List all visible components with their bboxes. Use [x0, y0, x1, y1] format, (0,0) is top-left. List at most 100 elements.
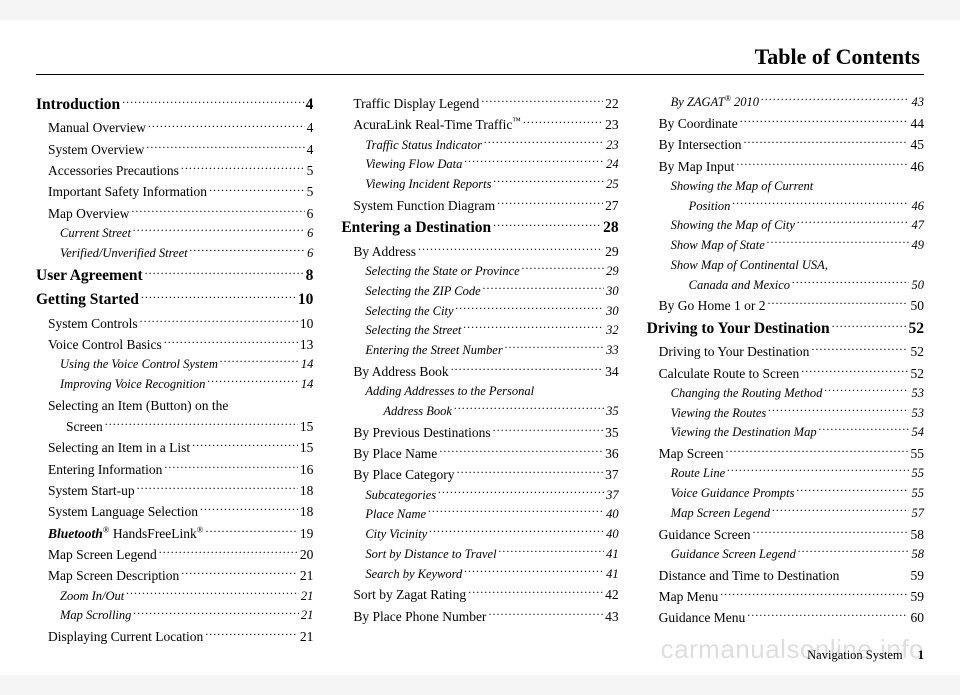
toc-entry: Route Line55 — [647, 464, 924, 484]
toc-entry: By Address29 — [341, 241, 618, 262]
toc-entry: System Function Diagram27 — [341, 195, 618, 216]
toc-entry: By Map Input 46 — [647, 156, 924, 177]
toc-label: Entering a Destination — [341, 216, 491, 240]
toc-leader — [159, 546, 298, 560]
toc-label: Sort by Distance to Travel — [365, 545, 496, 565]
toc-leader — [105, 418, 298, 432]
toc-page: 57 — [911, 504, 924, 524]
toc-entry: Map Screen55 — [647, 443, 924, 464]
toc-label: Canada and Mexico — [689, 276, 790, 296]
toc-leader — [418, 242, 603, 256]
toc-leader — [428, 506, 604, 519]
toc-entry: Position46 — [647, 197, 924, 217]
toc-leader — [140, 314, 298, 328]
toc-label: Introduction — [36, 93, 120, 117]
toc-label: Calculate Route to Screen — [659, 363, 800, 384]
toc-page: 53 — [911, 384, 924, 404]
toc-page: 35 — [605, 422, 619, 443]
toc-page: 8 — [306, 264, 314, 288]
toc-page: 6 — [307, 224, 313, 244]
footer: Navigation System 1 — [807, 648, 924, 663]
toc-entry: Show Map of Continental USA, — [647, 256, 924, 276]
toc-label: Guidance Menu — [659, 607, 746, 628]
toc-page: 6 — [307, 244, 313, 264]
toc-page: 10 — [298, 288, 314, 312]
toc-entry: Calculate Route to Screen52 — [647, 363, 924, 384]
toc-label: System Controls — [48, 313, 138, 334]
toc-leader — [720, 588, 908, 602]
toc-leader — [811, 343, 908, 357]
toc-label: By ZAGAT® 2010 — [671, 93, 759, 113]
toc-leader — [145, 266, 304, 280]
toc-label: Sort by Zagat Rating — [353, 584, 466, 605]
toc-entry: Entering a Destination28 — [341, 216, 618, 240]
toc-entry: Important Safety Information5 — [36, 181, 313, 202]
toc-leader — [493, 176, 604, 189]
toc-leader — [484, 136, 604, 149]
toc-page: 50 — [910, 295, 924, 316]
toc-page: 14 — [301, 355, 314, 375]
toc-page: 25 — [606, 175, 619, 195]
toc-label: Selecting an Item (Button) on the — [48, 395, 228, 416]
toc-page: 30 — [606, 302, 619, 322]
toc-label: By Go Home 1 or 2 — [659, 295, 766, 316]
toc-entry: Using the Voice Control System14 — [36, 355, 313, 375]
toc-page: 36 — [605, 443, 619, 464]
toc-label: Map Scrolling — [60, 606, 131, 626]
toc-page: 40 — [606, 505, 619, 525]
toc-entry: Selecting an Item in a List15 — [36, 437, 313, 458]
toc-page: 33 — [606, 341, 619, 361]
toc-entry: Current Street6 — [36, 224, 313, 244]
toc-label: By Address — [353, 241, 416, 262]
toc-page: 21 — [301, 606, 314, 626]
toc-entry: System Start-up18 — [36, 480, 313, 501]
toc-page: 55 — [910, 443, 924, 464]
toc-entry: Voice Guidance Prompts55 — [647, 484, 924, 504]
toc-leader — [141, 291, 296, 305]
toc-entry: Zoom In/Out21 — [36, 587, 313, 607]
toc-page: 22 — [605, 93, 619, 114]
toc-label: By Place Phone Number — [353, 606, 486, 627]
toc-page: 49 — [911, 236, 924, 256]
toc-label: Map Menu — [659, 586, 719, 607]
toc-page: 23 — [606, 136, 619, 156]
toc-entry: Selecting an Item (Button) on the — [36, 395, 313, 416]
toc-page: 20 — [300, 544, 314, 565]
toc-entry: Entering Information16 — [36, 459, 313, 480]
toc-page: 30 — [606, 282, 619, 302]
toc-label: Distance and Time to Destination — [659, 565, 840, 586]
toc-leader — [732, 197, 909, 210]
toc-leader — [207, 376, 298, 389]
toc-leader — [137, 482, 298, 496]
toc-columns: Introduction4Manual Overview4System Over… — [36, 93, 924, 648]
toc-label: By Map Input — [659, 156, 735, 177]
toc-entry: Show Map of State49 — [647, 236, 924, 256]
toc-leader — [522, 263, 604, 276]
toc-entry: Guidance Menu60 — [647, 607, 924, 628]
toc-label: Traffic Status Indicator — [365, 136, 482, 156]
toc-label: Entering the Street Number — [365, 341, 502, 361]
toc-page: 46 — [910, 156, 924, 177]
toc-entry: By Address Book34 — [341, 361, 618, 382]
toc-leader — [747, 609, 908, 623]
toc-entry: Verified/Unverified Street6 — [36, 244, 313, 264]
toc-entry: Map Screen Legend 20 — [36, 544, 313, 565]
toc-label: System Start-up — [48, 480, 135, 501]
toc-entry: Sort by Zagat Rating42 — [341, 584, 618, 605]
toc-entry: System Language Selection18 — [36, 501, 313, 522]
toc-label: Map Overview — [48, 203, 129, 224]
toc-page: 18 — [300, 501, 314, 522]
toc-leader — [190, 244, 305, 257]
toc-entry: Getting Started10 — [36, 288, 313, 312]
toc-leader — [736, 157, 908, 171]
toc-page: 40 — [606, 525, 619, 545]
toc-page: 37 — [605, 464, 619, 485]
toc-label: By Previous Destinations — [353, 422, 490, 443]
toc-label: Map Screen Legend — [48, 544, 157, 565]
toc-leader — [488, 607, 603, 621]
toc-label: Driving to Your Destination — [647, 317, 830, 341]
toc-leader — [122, 96, 303, 110]
toc-page: 19 — [300, 523, 314, 544]
toc-leader — [499, 545, 605, 558]
toc-label: City Vicinity — [365, 525, 427, 545]
